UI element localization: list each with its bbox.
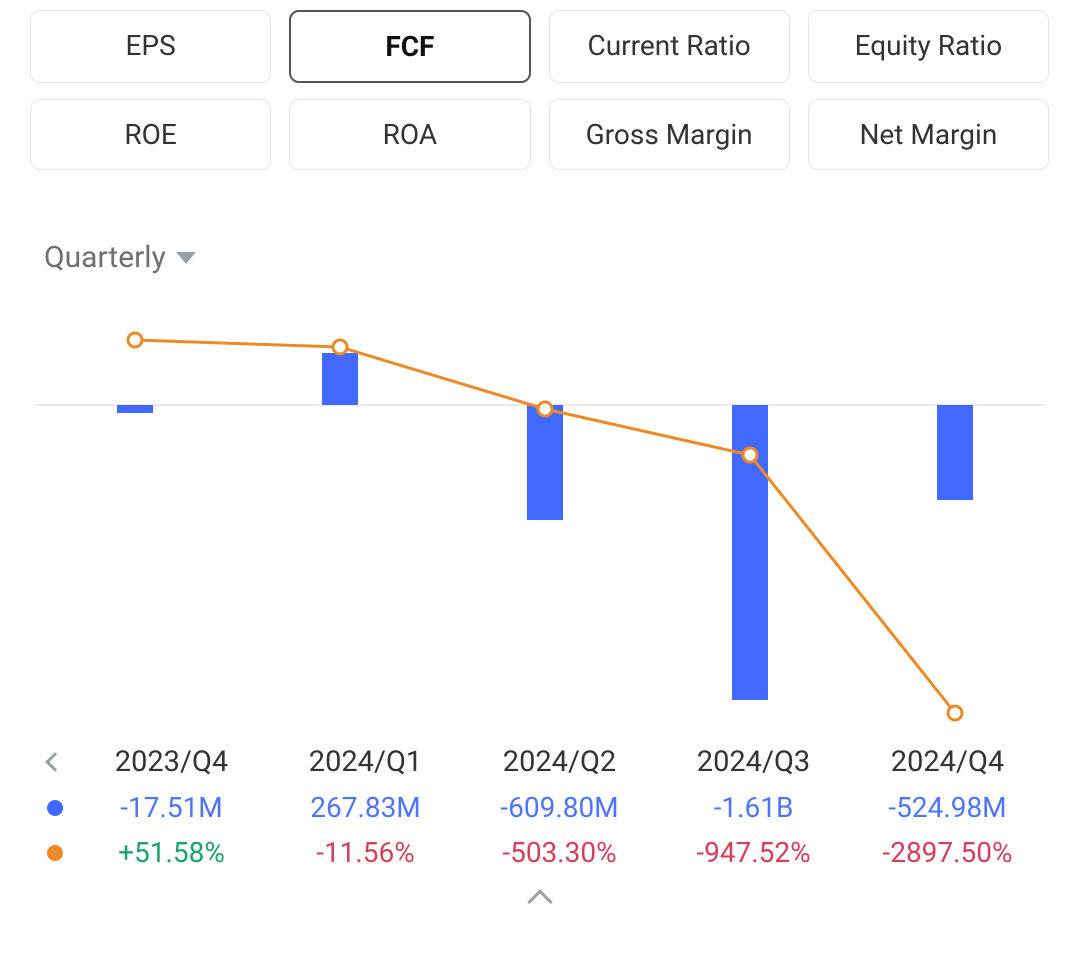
- collapse-button[interactable]: [30, 893, 1049, 911]
- tab-current-ratio[interactable]: Current Ratio: [549, 10, 790, 83]
- series-2-value: -503.30%: [463, 836, 657, 869]
- series-1-value: -524.98M: [851, 791, 1045, 824]
- period-header: 2024/Q4: [851, 745, 1045, 779]
- series-1-row: -17.51M 267.83M -609.80M -1.61B -524.98M: [35, 785, 1045, 830]
- series-1-value: -609.80M: [463, 791, 657, 824]
- chevron-left-icon: [45, 752, 65, 772]
- tab-gross-margin[interactable]: Gross Margin: [549, 99, 790, 170]
- period-header: 2024/Q2: [463, 745, 657, 779]
- table-header-row: 2023/Q4 2024/Q1 2024/Q2 2024/Q3 2024/Q4: [35, 739, 1045, 785]
- series-1-dot-icon: [47, 800, 63, 816]
- data-table: 2023/Q4 2024/Q1 2024/Q2 2024/Q3 2024/Q4 …: [35, 739, 1045, 875]
- series-2-value: -2897.50%: [851, 836, 1045, 869]
- series-2-dot-icon: [47, 845, 63, 861]
- series-2-legend: [35, 845, 75, 861]
- period-label: Quarterly: [44, 240, 166, 275]
- fcf-chart: [35, 305, 1045, 725]
- tab-net-margin[interactable]: Net Margin: [808, 99, 1049, 170]
- chart-svg: [35, 305, 1045, 725]
- period-dropdown[interactable]: Quarterly: [44, 240, 196, 275]
- series-2-value: +51.58%: [75, 836, 269, 869]
- chevron-up-icon: [527, 889, 552, 914]
- tab-roe[interactable]: ROE: [30, 99, 271, 170]
- series-2-value: -947.52%: [657, 836, 851, 869]
- series-1-value: -17.51M: [75, 791, 269, 824]
- scroll-left-button[interactable]: [35, 755, 75, 769]
- period-header: 2024/Q1: [269, 745, 463, 779]
- period-header: 2024/Q3: [657, 745, 851, 779]
- caret-down-icon: [176, 252, 196, 264]
- tab-roa[interactable]: ROA: [289, 99, 530, 170]
- series-1-legend: [35, 800, 75, 816]
- period-header: 2023/Q4: [75, 745, 269, 779]
- tab-equity-ratio[interactable]: Equity Ratio: [808, 10, 1049, 83]
- series-1-value: 267.83M: [269, 791, 463, 824]
- tab-eps[interactable]: EPS: [30, 10, 271, 83]
- tab-fcf[interactable]: FCF: [289, 10, 530, 83]
- series-1-value: -1.61B: [657, 791, 851, 824]
- series-2-row: +51.58% -11.56% -503.30% -947.52% -2897.…: [35, 830, 1045, 875]
- metric-tabs: EPS FCF Current Ratio Equity Ratio ROE R…: [30, 10, 1049, 170]
- series-2-value: -11.56%: [269, 836, 463, 869]
